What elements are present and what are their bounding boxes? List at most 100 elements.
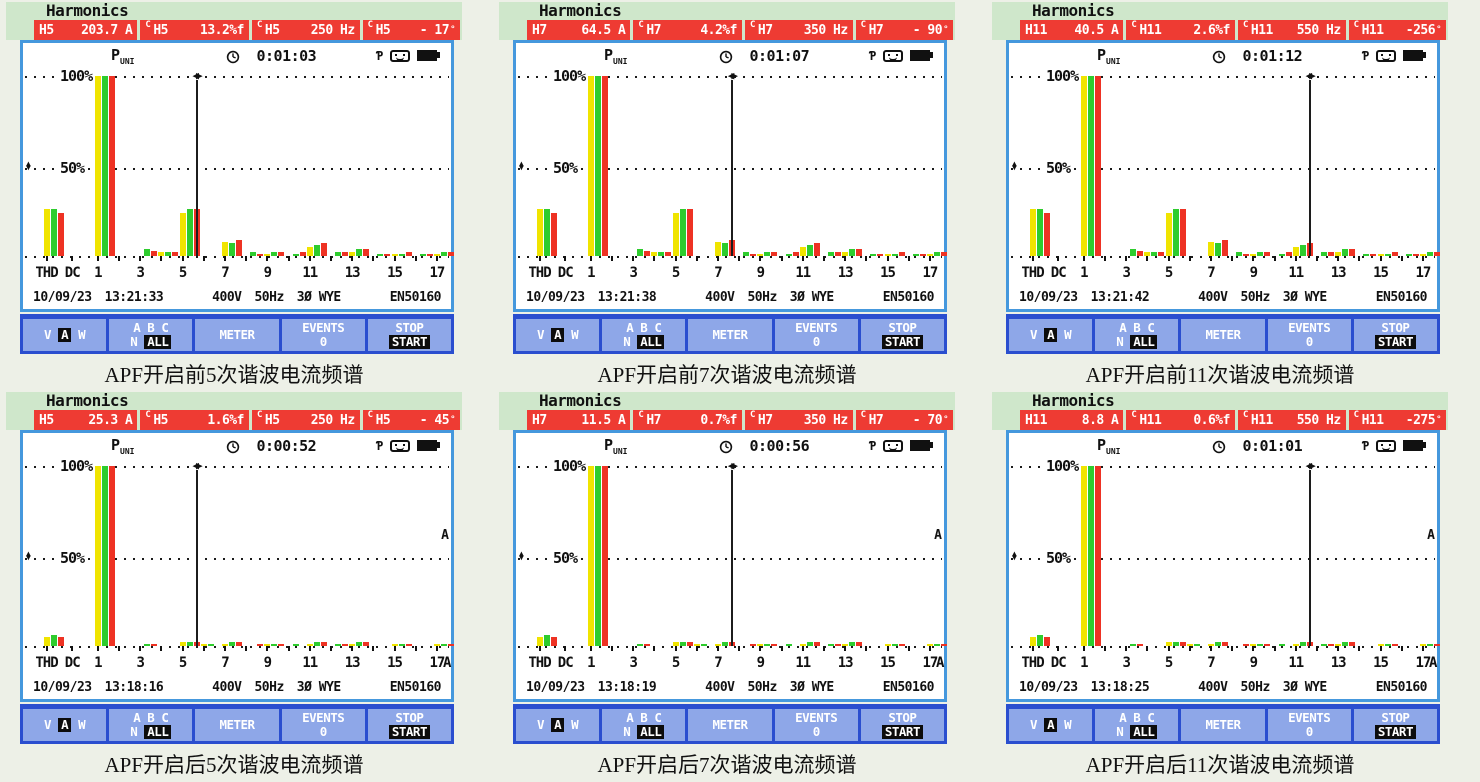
start-label: START [388,725,430,739]
cursor-line[interactable] [1308,80,1311,256]
softkey-stop-start[interactable]: STOP START [367,319,452,351]
softkey-meter[interactable]: METER [195,319,279,351]
bar-group-13 [1335,642,1356,646]
axis-tick [351,256,354,261]
phase-config: 3Ø WYE [1282,679,1327,695]
softkey-stop-start[interactable]: STOP START [367,709,452,741]
harmonic-value: - 45 [419,412,450,428]
softkey-phase-select[interactable]: A B C N ALL [1095,319,1179,351]
harmonic-spectrum-chart: 100% 50% ▲ ▼ ◀▶ [1009,67,1440,264]
cursor-line[interactable] [1308,470,1311,646]
cursor-line[interactable] [195,80,198,256]
ylabel-50: 50% [1043,159,1074,178]
axis-tick [611,646,614,651]
right-axis-unit: A [1427,528,1435,543]
softkey-meter[interactable]: METER [195,709,279,741]
harmonic-readout-bar: H5 25.3 A C H5 1.6%f C H5 250 Hz C H5- 45 ° [34,410,460,430]
softkey-events[interactable]: EVENTS 0 [774,709,858,741]
bar-phase-a [1208,644,1215,646]
scale-updown-icon: ▲ ▼ [26,159,31,172]
x-axis-label-17: 17 [922,655,938,671]
bar-phase-c [1433,252,1440,256]
x-axis-label-7: 7 [1207,655,1216,671]
softkey-phase-select[interactable]: A B C N ALL [109,709,193,741]
softkey-stop-start[interactable]: STOP START [860,709,945,741]
vaw-option-A: A [1044,718,1058,732]
harmonic-label: H7 [532,412,547,428]
x-axis-label-15: 15 [1373,265,1389,281]
softkey-phase-select[interactable]: A B C N ALL [602,709,686,741]
axis-tick [266,646,269,651]
softkey-events[interactable]: EVENTS 0 [281,319,365,351]
cursor-line[interactable] [731,80,734,256]
x-axis-label-THD: THD [1021,265,1044,281]
device-screen: PUNI 0:01:01 Ƥ 100% 50% ▲ ▼ A ◀▶ THD DC 1 3 5 7 9 11 13 15… [1006,430,1440,702]
ylabel-50: 50% [1043,549,1074,568]
softkey-events[interactable]: EVENTS 0 [1267,709,1351,741]
cursor-line[interactable] [731,470,734,646]
softkey-meter[interactable]: METER [1181,319,1265,351]
bar-phase-b [658,252,665,256]
x-axis-label-17: 17 [1415,265,1431,281]
softkey-phase-select[interactable]: A B C N ALL [1095,709,1179,741]
x-axis-label-15: 15 [387,265,403,281]
cursor-marker-icon[interactable]: ◀▶ [192,69,202,82]
softkey-stop-start[interactable]: STOP START [860,319,945,351]
bar-group-8 [243,252,264,256]
softkey-events[interactable]: EVENTS 0 [1267,319,1351,351]
bar-phase-a [1080,76,1087,256]
softkey-meter[interactable]: METER [1181,709,1265,741]
status-row: PUNI 0:01:12 Ƥ [1009,43,1437,68]
cursor-prefix: C [749,410,755,420]
bar-group-17 [926,252,947,256]
softkey-phase-select[interactable]: A B C N ALL [109,319,193,351]
harmonics-panel: Harmonics H7 11.5 A C H7 0.7%f C H7 350 Hz C H7- 7… [499,392,955,744]
axis-tick [139,646,142,651]
softkey-phase-select[interactable]: A B C N ALL [602,319,686,351]
vaw-option-A: A [1044,328,1058,342]
cursor-marker-icon[interactable]: ◀▶ [727,69,738,82]
bar-phase-c [447,252,454,256]
softkey-meter[interactable]: METER [688,709,772,741]
axis-tick [653,256,656,261]
softkey-stop-start[interactable]: STOP START [1353,319,1438,351]
softkey-meter[interactable]: METER [688,319,772,351]
cursor-marker-icon[interactable]: ◀▶ [1305,69,1316,82]
x-axis-label-13: 13 [837,265,854,281]
phase-option-C: C [1147,320,1155,335]
gridline-50 [1011,168,1435,170]
axis-tick [564,646,567,651]
cursor-marker-icon[interactable]: ◀▶ [192,459,202,472]
axis-tick [202,256,205,261]
bar-phase-b [743,252,750,256]
softkey-events[interactable]: EVENTS 0 [281,709,365,741]
bar-phase-b [207,644,214,646]
x-axis-label-1: 1 [587,265,596,281]
harmonic-value: 550 Hz [1296,412,1341,428]
axis-tick [907,256,910,261]
bar-phase-c [940,252,947,256]
softkey-stop-start[interactable]: STOP START [1353,709,1438,741]
bar-phase-a [693,644,700,646]
cursor-marker-icon[interactable]: ◀▶ [1305,459,1316,472]
readout-cell: C H5 13.2%f [140,20,249,40]
phase-row-2: N ALL [623,725,665,739]
softkey-events[interactable]: EVENTS 0 [774,319,858,351]
bar-group-16 [1399,254,1419,256]
footer-status-row: 10/09/23 13:18:19 400V 50Hz 3Ø WYE EN50160 [516,675,944,699]
device-screen: PUNI 0:01:12 Ƥ 100% 50% ▲ ▼ ◀▶ THD DC 1 3 5 7 9 11 13 15 1… [1006,40,1440,312]
harmonic-label: H7 [868,22,884,38]
cursor-line[interactable] [195,470,198,646]
phase-row-2: N ALL [1116,725,1158,739]
softkey-menu: V A W A B C N ALL METER EVENTS 0 STOP START [1006,314,1440,354]
bar-phase-b [543,635,550,646]
bar-phase-a [757,254,764,256]
cursor-marker-icon[interactable]: ◀▶ [727,459,738,472]
